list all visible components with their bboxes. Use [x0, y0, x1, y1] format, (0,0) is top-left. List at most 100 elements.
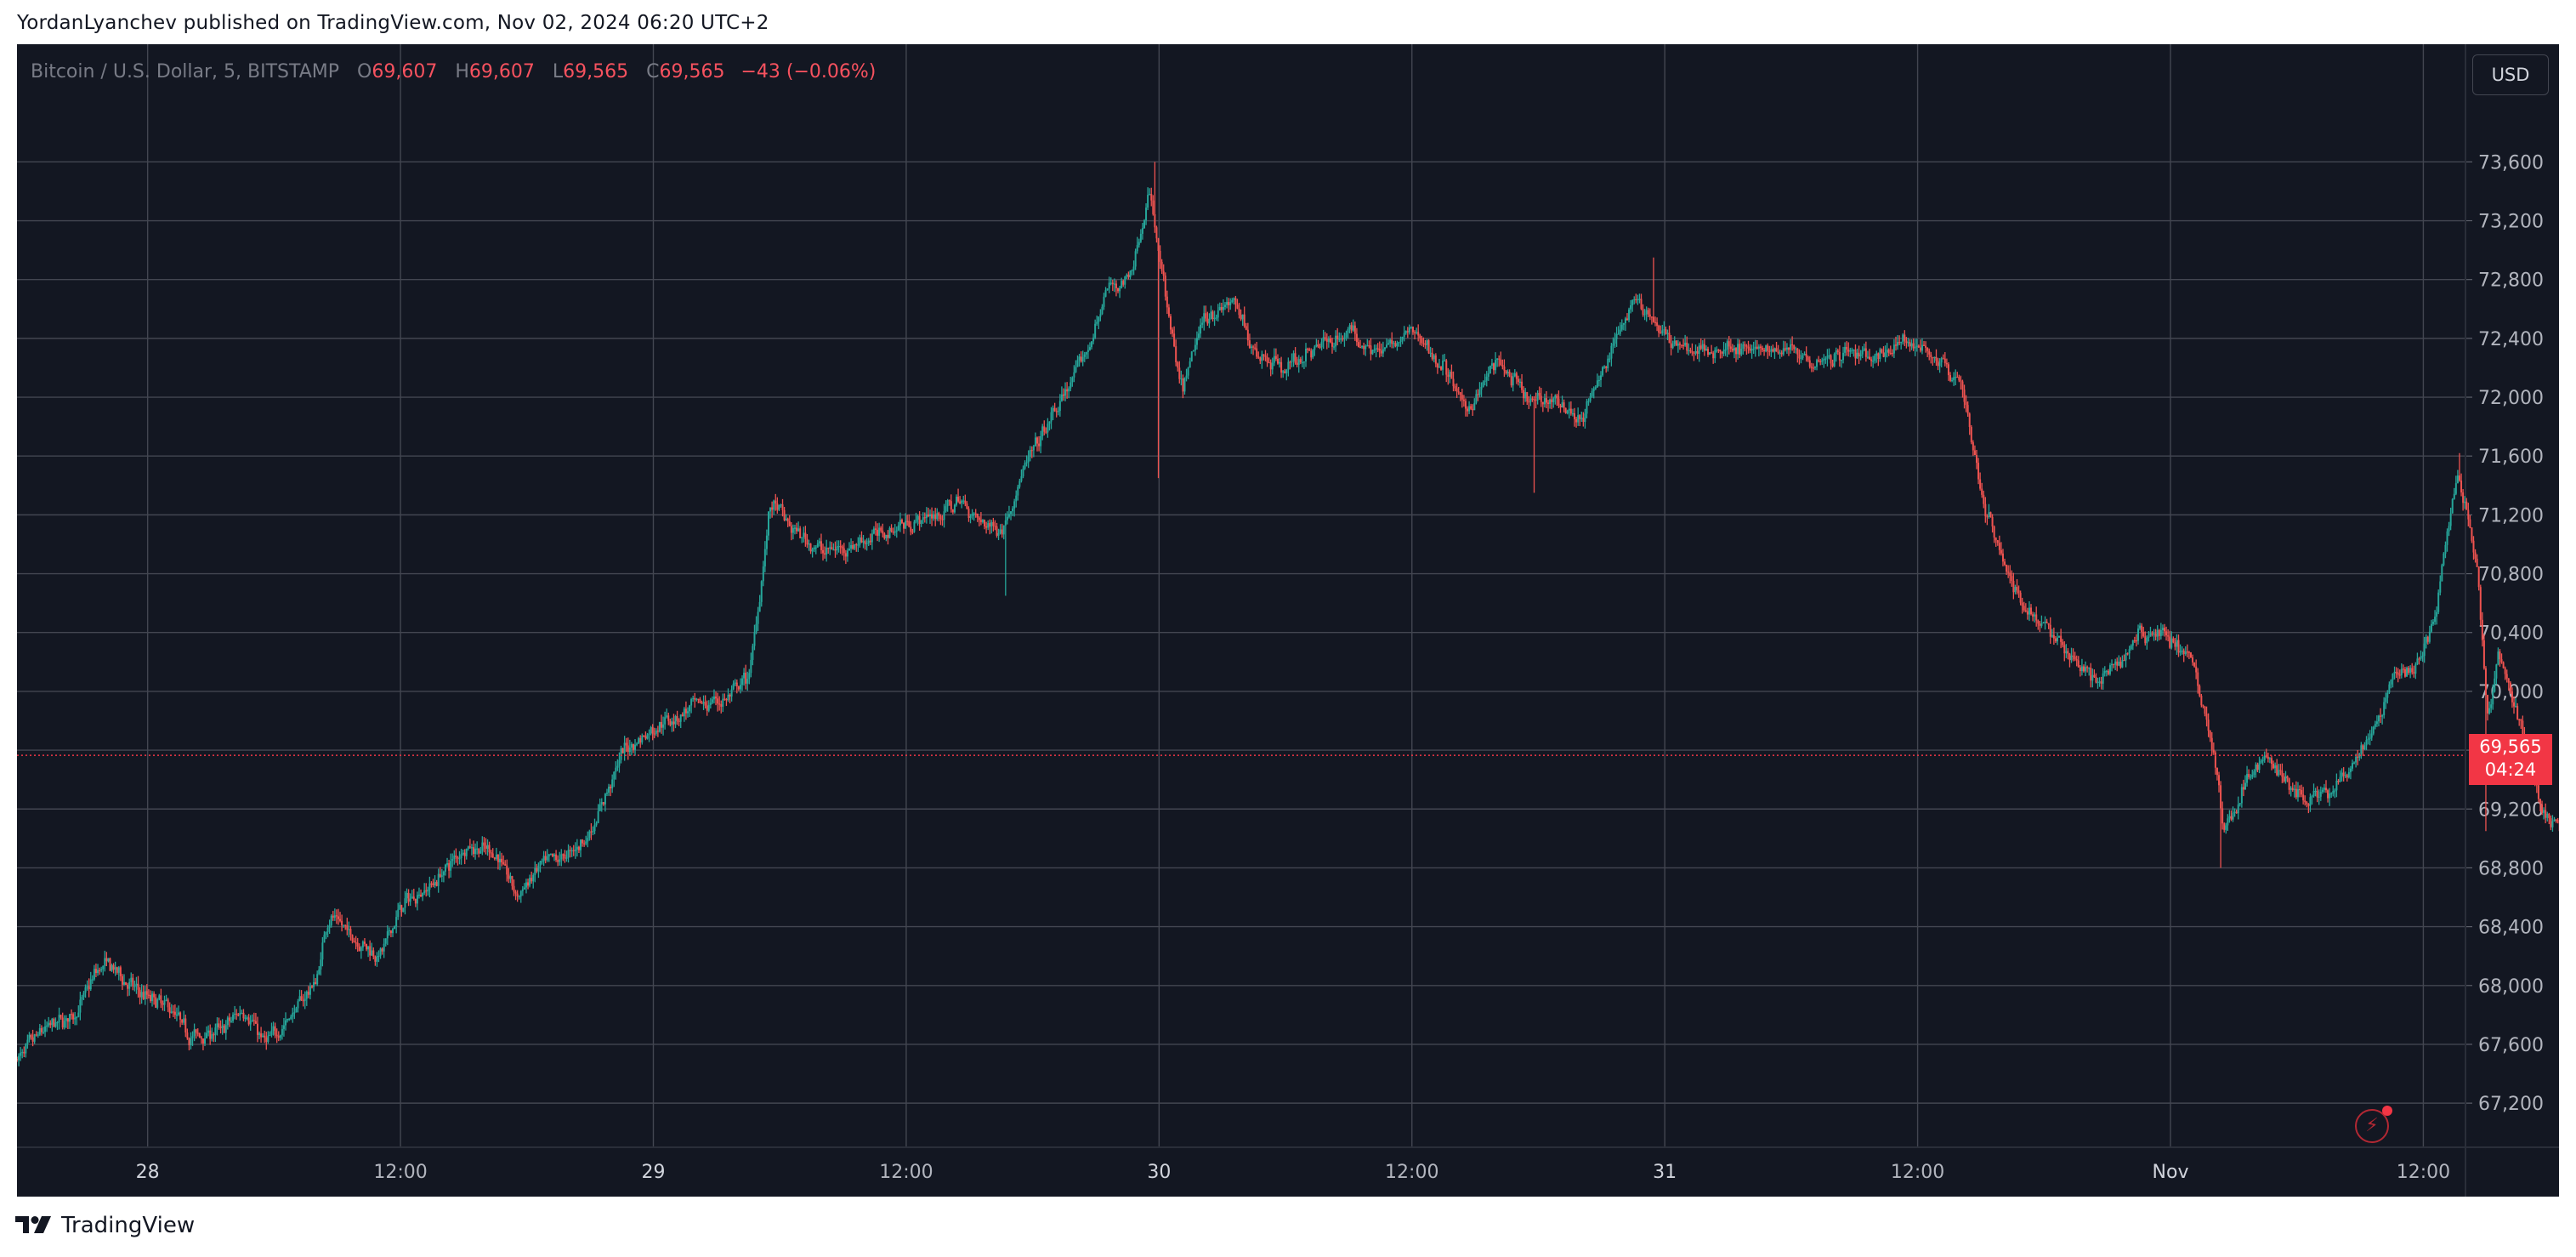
candle	[1368, 340, 1370, 349]
candle-body	[1782, 348, 1784, 355]
candle	[313, 974, 315, 992]
candle	[102, 965, 105, 975]
candle	[686, 707, 689, 718]
candle-body	[82, 993, 85, 998]
candle-body	[1671, 344, 1674, 348]
candle	[1701, 340, 1704, 352]
candle	[996, 522, 998, 538]
candle	[2416, 652, 2419, 666]
candle	[292, 1007, 294, 1023]
candle	[790, 521, 792, 541]
candle	[961, 499, 963, 509]
candle-body	[955, 496, 957, 505]
candle-body	[925, 514, 928, 519]
candle	[529, 874, 531, 888]
candle	[511, 875, 513, 890]
candle-body	[2238, 803, 2241, 805]
candle	[1594, 384, 1597, 390]
candle	[2195, 659, 2198, 680]
candle	[2413, 665, 2415, 678]
candle-body	[2221, 808, 2224, 824]
candle-body	[883, 533, 886, 539]
candle	[2296, 782, 2299, 802]
candle	[239, 1005, 241, 1021]
candle	[1220, 303, 1223, 313]
flash-alert-button[interactable]: ⚡	[2355, 1106, 2392, 1143]
candle	[1750, 344, 1753, 359]
candle-body	[2044, 621, 2046, 623]
symbol-description[interactable]: Bitcoin / U.S. Dollar, 5, BITSTAMP	[31, 61, 340, 82]
candle-body	[2346, 775, 2348, 778]
candle-body	[281, 1028, 283, 1036]
candle	[1921, 338, 1923, 355]
candle	[1803, 351, 1806, 355]
candle-body	[2380, 715, 2382, 717]
candle	[2334, 788, 2336, 799]
candle-body	[2495, 664, 2498, 679]
candle-body	[1087, 350, 1089, 352]
candle-body	[2051, 634, 2053, 637]
candle-body	[1020, 476, 1023, 481]
candle	[1256, 342, 1258, 360]
candle	[277, 1031, 280, 1042]
candle-body	[897, 525, 899, 531]
candle-body	[153, 993, 156, 998]
candle-body	[1847, 349, 1850, 352]
candle	[2151, 631, 2153, 637]
candle	[2139, 623, 2142, 631]
chart-pane[interactable]: 67,20067,60068,00068,40068,80069,20069,6…	[17, 44, 2559, 1197]
currency-button[interactable]: USD	[2472, 54, 2549, 95]
last-price-value: 69,565	[2479, 737, 2542, 757]
candle	[386, 925, 389, 946]
candle-body	[2456, 475, 2459, 484]
candle	[1091, 341, 1093, 350]
candle-body	[2265, 755, 2267, 757]
candle	[65, 1015, 67, 1028]
candlestick-chart[interactable]: 67,20067,60068,00068,40068,80069,20069,6…	[17, 44, 2559, 1197]
candle-body	[1256, 348, 1258, 357]
candle-body	[2065, 651, 2068, 654]
candle-body	[328, 925, 331, 928]
candle	[206, 1026, 208, 1039]
candle-body	[1793, 344, 1796, 350]
candle	[797, 521, 800, 532]
tradingview-logo[interactable]: TradingView	[15, 1213, 195, 1238]
candle-body	[1731, 349, 1733, 351]
candle	[1790, 338, 1792, 354]
candle-body	[2250, 776, 2252, 778]
candle	[1731, 344, 1733, 353]
candle-body	[2021, 602, 2023, 606]
candle	[66, 1018, 69, 1030]
candle-body	[1297, 359, 1300, 366]
candle-body	[1119, 287, 1121, 292]
candle	[1671, 340, 1674, 350]
candle	[2367, 733, 2369, 745]
candle-body	[1863, 348, 1865, 350]
candle	[18, 1053, 20, 1066]
candle	[473, 840, 475, 858]
candle-body	[796, 527, 798, 532]
candle	[741, 675, 744, 691]
candle	[880, 526, 882, 533]
candle-body	[151, 993, 154, 1002]
candle-body	[1101, 306, 1104, 315]
candle-body	[1287, 361, 1290, 370]
candle	[242, 1009, 245, 1021]
candle-body	[913, 521, 916, 532]
candle-body	[1368, 345, 1370, 347]
candle	[353, 937, 355, 943]
candle	[270, 1022, 273, 1038]
candle	[279, 1034, 281, 1041]
candle	[1703, 338, 1705, 356]
candle	[412, 888, 415, 901]
candle-body	[184, 1018, 187, 1033]
candle	[2192, 654, 2194, 666]
candle-body	[1533, 399, 1535, 401]
candle	[439, 867, 441, 879]
high-label: H	[455, 61, 469, 82]
candle-body	[2270, 758, 2272, 764]
candle	[2174, 638, 2176, 651]
candle-body	[1574, 413, 1576, 419]
candle	[455, 848, 457, 863]
candle-body	[999, 529, 1001, 534]
